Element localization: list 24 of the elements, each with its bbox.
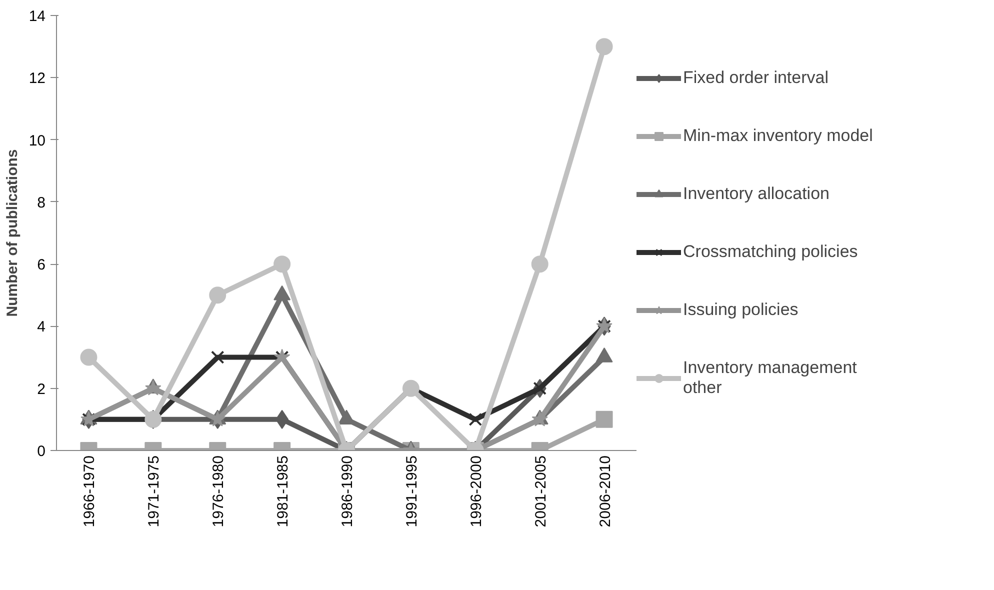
legend-label: Crossmatching policies (683, 242, 858, 262)
legend-label: Inventory management other (683, 358, 857, 398)
x-tick-label: 2006-2010 (596, 456, 614, 528)
y-tick-label: 6 (37, 256, 46, 274)
y-tick-label: 4 (37, 318, 46, 336)
legend-label: Fixed order interval (683, 68, 829, 88)
legend-label: Inventory allocation (683, 184, 830, 204)
x-tick-label: 1971-1975 (146, 456, 163, 528)
x-tick-label: 1991-1995 (403, 456, 420, 528)
x-tick-label: 1976-1980 (210, 456, 228, 528)
x-tick-label: 2001-2005 (532, 456, 550, 528)
legend-label: Min-max inventory model (683, 126, 873, 146)
x-tick-label: 1986-1990 (339, 456, 356, 528)
y-tick-label: 0 (37, 443, 46, 460)
y-tick-label: 10 (28, 132, 46, 150)
y-tick-label: 12 (28, 70, 46, 88)
x-tick-label: 1996-2000 (468, 456, 485, 528)
legend-label: Issuing policies (683, 300, 798, 320)
y-tick-label: 2 (37, 380, 46, 398)
y-axis-title: Number of publications (4, 149, 21, 317)
y-tick-label: 14 (28, 8, 46, 25)
x-tick-label: 1966-1970 (81, 456, 98, 528)
y-tick-label: 8 (37, 194, 46, 212)
x-tick-label: 1981-1985 (274, 456, 292, 528)
